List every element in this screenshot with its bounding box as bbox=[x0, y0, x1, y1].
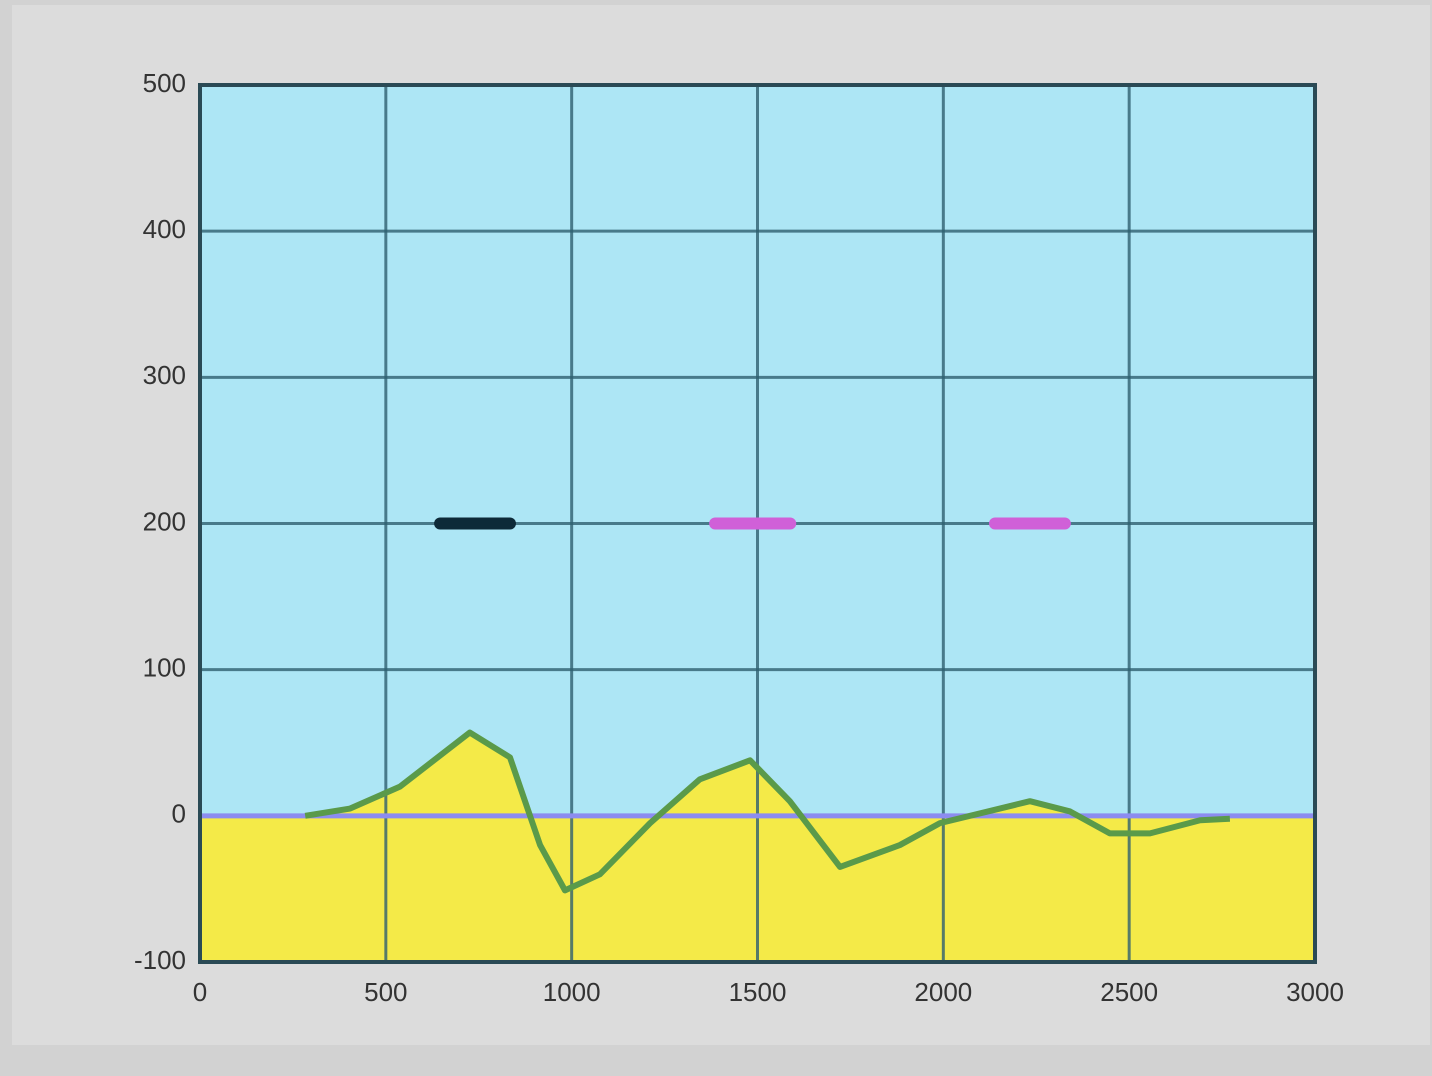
x-tick-label: 2500 bbox=[1100, 977, 1158, 1007]
y-tick-label: 0 bbox=[172, 799, 186, 829]
y-tick-label: 100 bbox=[143, 653, 186, 683]
y-tick-label: 500 bbox=[143, 68, 186, 98]
y-tick-label: -100 bbox=[134, 945, 186, 975]
page: -100010020030040050005001000150020002500… bbox=[0, 0, 1432, 1076]
y-tick-label: 400 bbox=[143, 214, 186, 244]
chart: -100010020030040050005001000150020002500… bbox=[0, 0, 1432, 1076]
x-tick-label: 0 bbox=[193, 977, 207, 1007]
x-tick-label: 1000 bbox=[543, 977, 601, 1007]
y-tick-label: 200 bbox=[143, 506, 186, 536]
x-tick-label: 3000 bbox=[1286, 977, 1344, 1007]
y-tick-label: 300 bbox=[143, 360, 186, 390]
x-tick-label: 500 bbox=[364, 977, 407, 1007]
x-tick-label: 2000 bbox=[914, 977, 972, 1007]
x-tick-label: 1500 bbox=[729, 977, 787, 1007]
